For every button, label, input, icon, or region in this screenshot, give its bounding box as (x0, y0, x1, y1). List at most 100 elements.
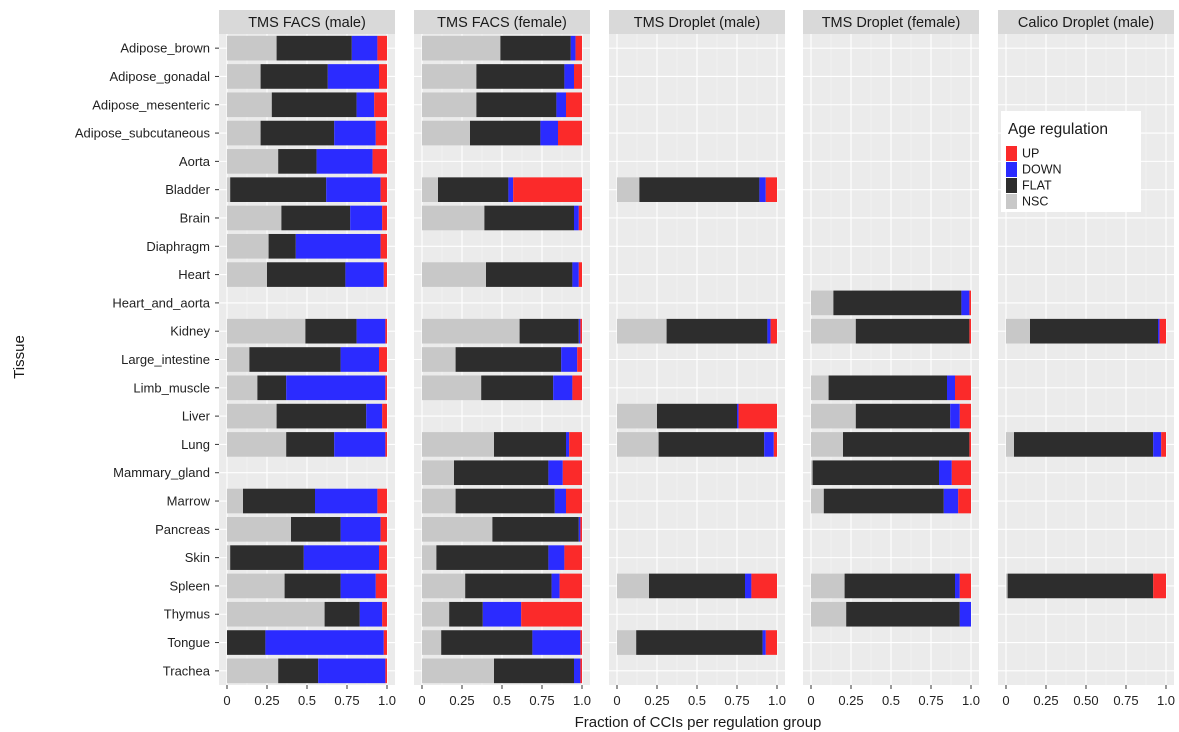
bar-segment-nsc (227, 573, 285, 599)
bar-segment-nsc (422, 35, 501, 61)
x-axis-title: Fraction of CCIs per regulation group (575, 714, 822, 731)
bar-segment-flat (268, 233, 296, 259)
bar-segment-nsc (227, 347, 250, 372)
bar-segment-flat (519, 318, 579, 344)
y-tick-label: Adipose_gonadal (110, 69, 211, 84)
bar-Adipose_mesenteric (422, 92, 582, 118)
panel-title: TMS FACS (male) (248, 15, 366, 31)
bar-segment-flat (494, 432, 566, 457)
bar-segment-nsc (422, 658, 494, 684)
bar-segment-flat (271, 92, 357, 118)
legend-swatch-nsc (1006, 194, 1017, 209)
bar-segment-down (554, 488, 566, 514)
bar-segment-down (950, 403, 960, 429)
bar-Heart (422, 262, 582, 287)
bar-segment-up (969, 318, 971, 344)
bar-segment-flat (454, 460, 549, 486)
bar-segment-flat (1014, 432, 1154, 457)
bar-segment-down (334, 120, 376, 146)
y-tick-label: Mammary_gland (113, 465, 210, 480)
bar-segment-down (961, 290, 970, 316)
bar-segment-down (286, 375, 386, 401)
y-tick-label: Adipose_brown (120, 41, 210, 56)
bar-segment-up (578, 205, 582, 231)
bar-segment-nsc (811, 601, 847, 627)
panel-strip (803, 10, 979, 34)
bar-Liver (811, 403, 971, 429)
bar-segment-down (1158, 318, 1160, 344)
bar-segment-up (580, 318, 582, 344)
y-tick-label: Skin (185, 550, 210, 565)
bar-segment-up (379, 545, 387, 570)
bar-segment-flat (227, 630, 266, 655)
y-tick-label: Adipose_subcutaneous (75, 126, 211, 141)
bar-segment-nsc (617, 318, 667, 344)
bar-segment-flat (843, 432, 970, 457)
bar-segment-flat (243, 488, 315, 514)
x-tick-label: 0.5 (493, 693, 511, 708)
bar-segment-up (578, 262, 582, 287)
bar-Lung (227, 432, 387, 457)
bar-segment-down (767, 318, 771, 344)
bar-segment-flat (828, 375, 947, 401)
x-tick-label: 0 (418, 693, 425, 708)
bar-segment-up (377, 488, 387, 514)
bar-segment-up (1161, 432, 1166, 457)
panel-title: Calico Droplet (male) (1018, 15, 1154, 31)
x-tick-label: 0 (223, 693, 230, 708)
bar-segment-up (380, 177, 387, 202)
bar-segment-down (265, 630, 384, 655)
bar-Spleen (1006, 573, 1166, 599)
legend-label-up: UP (1022, 147, 1039, 161)
bar-segment-up (765, 630, 777, 655)
bar-segment-flat (1030, 318, 1158, 344)
bar-segment-up (959, 403, 971, 429)
y-tick-label: Brain (180, 210, 210, 225)
bar-segment-up (375, 120, 387, 146)
x-tick-label: 0.75 (529, 693, 554, 708)
bar-segment-flat (657, 403, 737, 429)
bar-segment-up (969, 432, 971, 457)
bar-segment-up (1153, 573, 1166, 599)
bar-segment-nsc (227, 35, 277, 61)
x-tick-label: 0 (613, 693, 620, 708)
bar-Adipose_subcutaneous (422, 120, 582, 146)
bar-segment-nsc (227, 233, 269, 259)
bar-segment-flat (494, 658, 574, 684)
panel-title: TMS Droplet (male) (634, 15, 761, 31)
bar-segment-up (513, 177, 582, 202)
bar-segment-flat (855, 318, 970, 344)
bar-segment-up (580, 658, 582, 684)
bar-segment-nsc (227, 120, 261, 146)
bar-segment-flat (484, 205, 574, 231)
bar-Kidney (617, 318, 777, 344)
x-tick-label: 0.5 (882, 693, 900, 708)
x-tick-label: 0.25 (644, 693, 669, 708)
bar-Tongue (422, 630, 582, 655)
bar-segment-flat (260, 64, 328, 89)
y-tick-label: Liver (182, 409, 211, 424)
bar-Kidney (227, 318, 387, 344)
bar-segment-nsc (811, 573, 845, 599)
bar-Large_intestine (422, 347, 582, 372)
bar-Pancreas (227, 517, 387, 542)
bar-segment-up (374, 92, 387, 118)
bar-Trachea (422, 658, 582, 684)
bar-Heart (227, 262, 387, 287)
bar-Spleen (617, 573, 777, 599)
x-tick-label: 0.25 (1033, 693, 1058, 708)
bar-segment-nsc (422, 318, 520, 344)
bar-segment-up (969, 290, 971, 316)
bar-segment-flat (278, 149, 317, 174)
bar-segment-flat (281, 205, 351, 231)
bar-segment-flat (492, 517, 579, 542)
bar-Adipose_gonadal (227, 64, 387, 89)
bar-Diaphragm (227, 233, 387, 259)
bar-segment-up (566, 488, 582, 514)
bar-segment-down (351, 35, 378, 61)
bar-segment-nsc (811, 460, 813, 486)
y-tick-label: Tongue (167, 635, 210, 650)
bar-segment-flat (230, 177, 327, 202)
bar-Thymus (422, 601, 582, 627)
bar-segment-down (578, 517, 581, 542)
